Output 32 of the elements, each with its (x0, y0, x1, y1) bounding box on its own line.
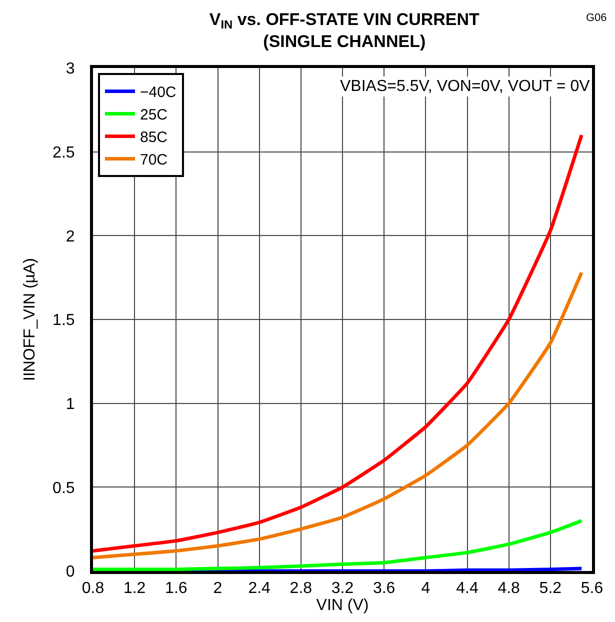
annotation: VBIAS=5.5V, VON=0V, VOUT = 0V (340, 78, 590, 95)
legend-label: 70C (140, 152, 168, 169)
x-tick-label: 5.6 (580, 580, 604, 598)
x-tick-label: 4 (421, 580, 430, 598)
x-tick-label: 4.8 (498, 580, 520, 598)
y-axis-title: IINOFF_VIN (µA) (21, 258, 38, 381)
x-tick-label: 2 (213, 580, 222, 598)
x-tick-label: 1.6 (165, 580, 188, 598)
line-series (93, 518, 584, 571)
legend-label: 85C (140, 129, 168, 146)
text: G06 (586, 12, 607, 24)
line-series (93, 133, 584, 553)
x-tick-label: 3.2 (331, 580, 354, 598)
y-tick-label: 1.5 (52, 312, 75, 330)
x-tick-label: 1.2 (123, 580, 146, 598)
x-tick-label: 0.8 (82, 580, 104, 598)
chart-title: V$_{IN}$ vs. OFF-STATE VIN CURRENT (SINGLE CHANNEL) (209, 10, 480, 51)
x-tick-label: 2.4 (248, 580, 271, 598)
line-series (93, 270, 584, 560)
y-tick-label: 2 (66, 228, 75, 246)
x-tick-label: 4.4 (456, 580, 478, 598)
y-tick-label: 0.5 (52, 480, 75, 497)
y-tick-label: 1 (66, 396, 75, 413)
x-tick-label: 2.8 (290, 580, 312, 598)
y-tick-label: 3 (66, 60, 75, 78)
x-tick-label: 3.6 (372, 580, 396, 598)
y-tick-label: 2.5 (52, 144, 75, 162)
legend-label: 25C (140, 106, 168, 124)
legend-label: −40C (140, 84, 176, 102)
x-tick-label: 5.2 (539, 580, 562, 598)
y-tick-label: 0 (66, 564, 75, 581)
x-axis-title: VIN (V) (316, 597, 369, 614)
